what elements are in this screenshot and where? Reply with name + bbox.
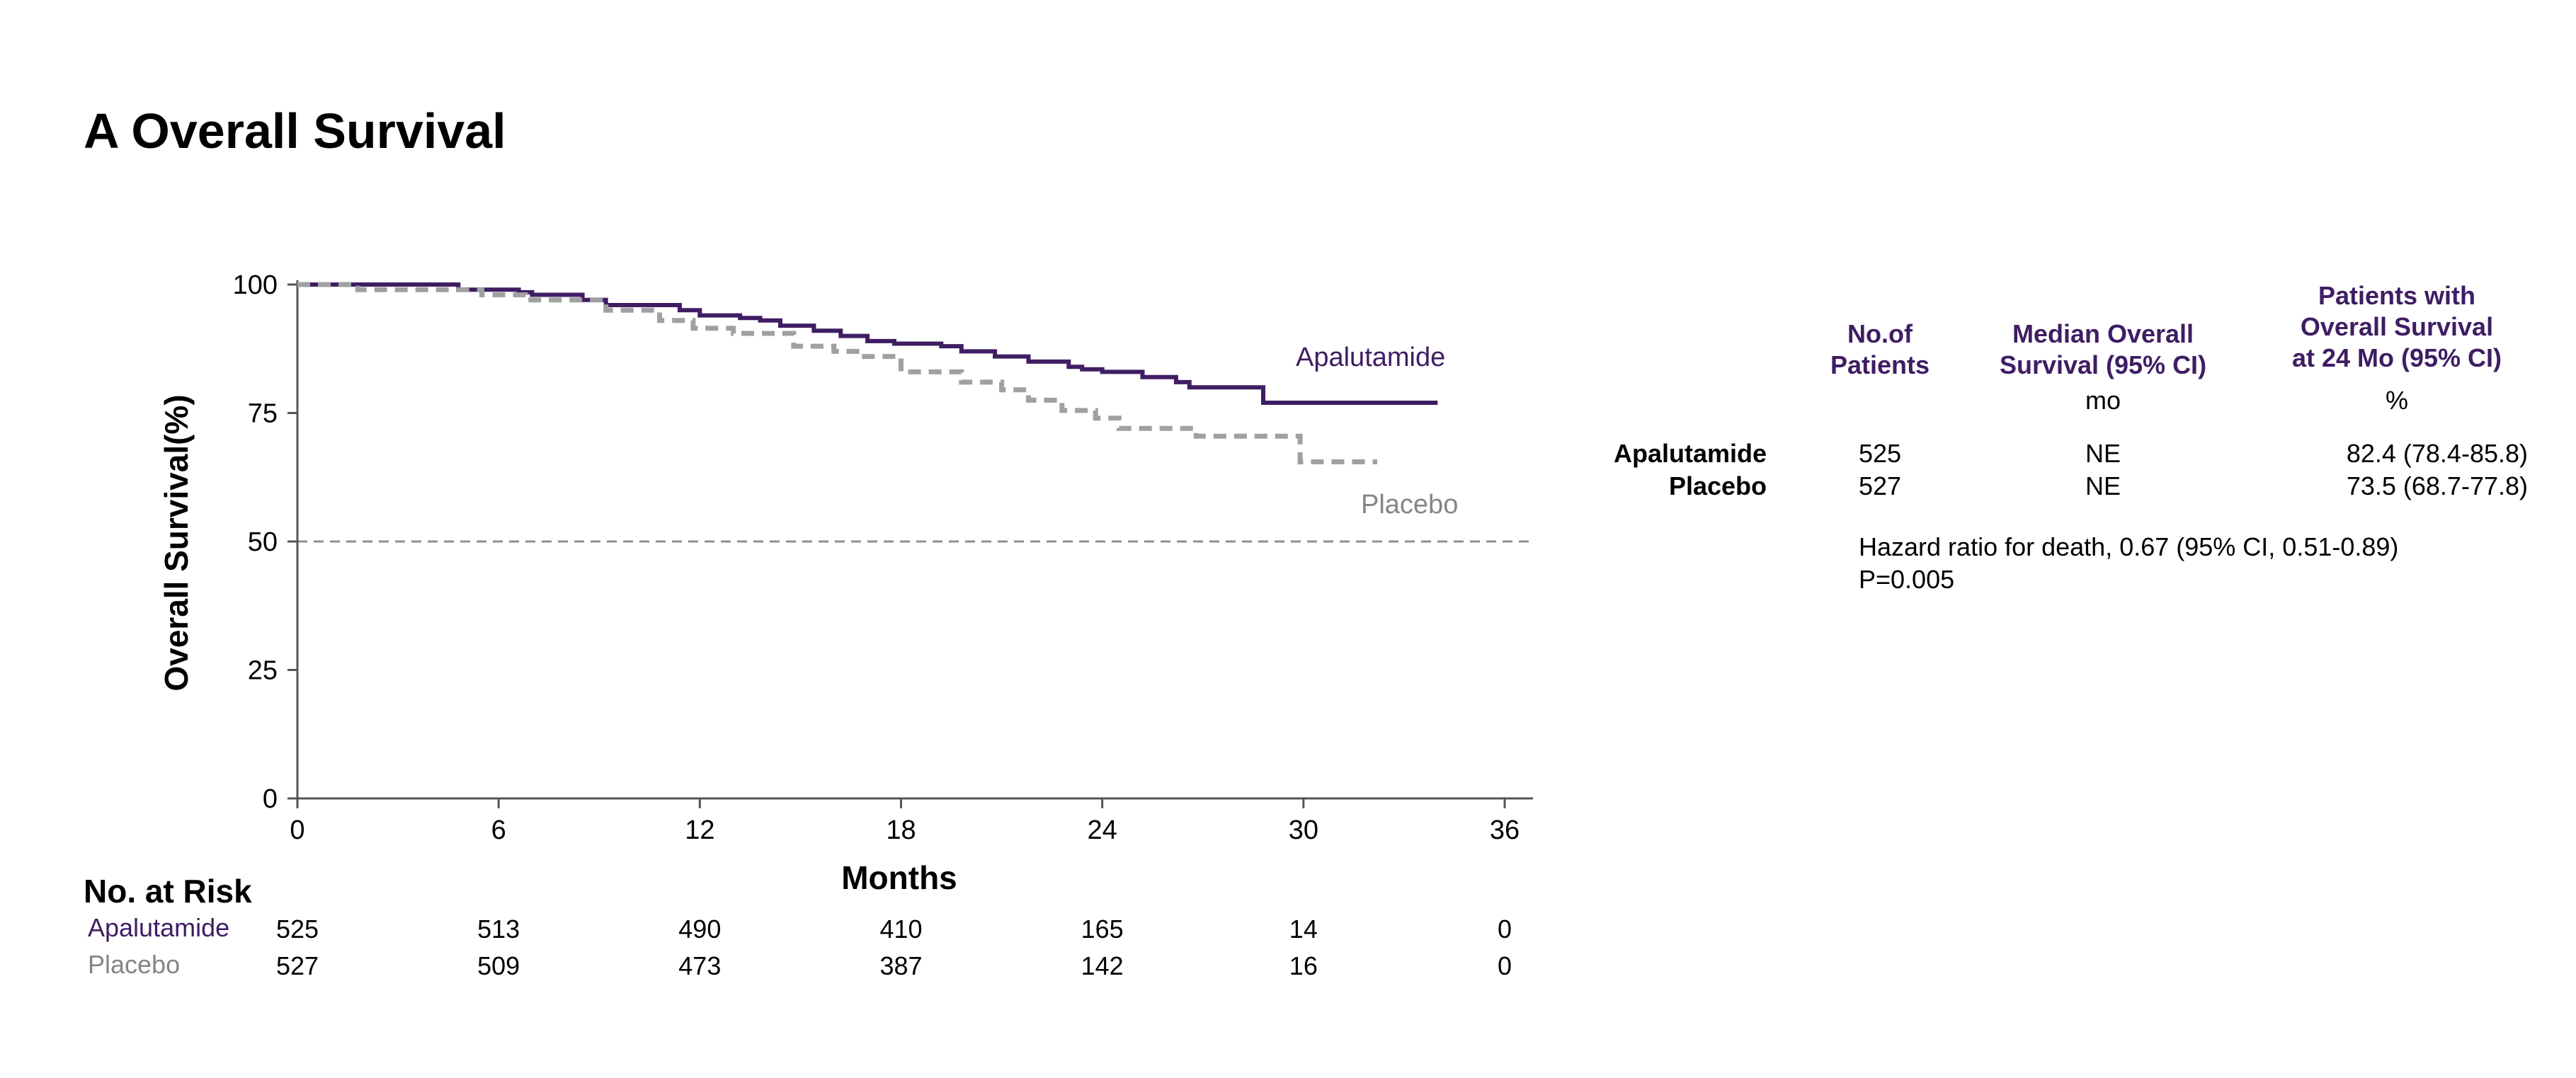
- cell-patients: 525: [1858, 439, 1902, 468]
- at-risk-value: 527: [275, 951, 319, 980]
- at-risk-value: 513: [477, 914, 520, 944]
- at-risk-label-placebo: Placebo: [88, 950, 181, 979]
- x-tick-label: 24: [1088, 815, 1117, 845]
- cell-os24: 82.4 (78.4-85.8): [2346, 439, 2528, 468]
- header-os24: Patients with Overall Survival at 24 Mo …: [2262, 280, 2531, 374]
- header-patients-line: Patients: [1830, 350, 1930, 379]
- x-axis-title: Months: [841, 859, 957, 896]
- y-tick-label: 100: [233, 270, 278, 300]
- at-risk-value: 410: [879, 914, 923, 944]
- at-risk-value: 165: [1081, 914, 1124, 944]
- hazard-ratio-note: Hazard ratio for death, 0.67 (95% CI, 0.…: [1859, 532, 2399, 561]
- unit-os24: %: [2385, 386, 2408, 415]
- at-risk-value: 16: [1289, 951, 1318, 980]
- y-tick-label: 0: [263, 784, 278, 814]
- cell-median: NE: [2085, 471, 2121, 500]
- p-value-note: P=0.005: [1859, 565, 1955, 594]
- row-label-placebo: Placebo: [1668, 471, 1767, 500]
- at-risk-value: 473: [678, 951, 722, 980]
- y-axis-title: Overall Survival(%): [158, 394, 195, 691]
- header-patients: No.of Patients: [1799, 319, 1961, 381]
- series-line-placebo: [297, 282, 1377, 464]
- x-tick-label: 18: [886, 815, 916, 845]
- series-layer: [297, 282, 1438, 464]
- header-median: Median Overall Survival (95% CI): [1968, 319, 2238, 381]
- axes-layer: 0 25 50 75 100 0 6 12 18 24 30 36: [233, 270, 1533, 845]
- at-risk-value: 387: [879, 951, 923, 980]
- unit-median: mo: [2085, 386, 2121, 415]
- cell-os24: 73.5 (68.7-77.8): [2346, 471, 2528, 500]
- header-median-line: Survival (95% CI): [1999, 350, 2207, 379]
- x-tick-label: 0: [290, 815, 304, 845]
- y-tick-label: 75: [248, 399, 278, 429]
- cell-patients: 527: [1858, 471, 1902, 500]
- header-os24-line: Overall Survival: [2300, 312, 2494, 341]
- header-patients-line: No.of: [1847, 319, 1913, 348]
- chart-title: A Overall Survival: [84, 103, 506, 159]
- x-tick-label: 30: [1289, 815, 1318, 845]
- series-label-apalutamide: Apalutamide: [1296, 343, 1445, 372]
- at-risk-value: 14: [1289, 914, 1318, 944]
- header-median-line: Median Overall: [2012, 319, 2194, 348]
- cell-median: NE: [2085, 439, 2121, 468]
- series-line-apalutamide: [297, 282, 1438, 405]
- at-risk-value: 525: [275, 914, 319, 944]
- at-risk-value: 490: [678, 914, 722, 944]
- at-risk-title: No. at Risk: [84, 873, 252, 910]
- series-label-placebo: Placebo: [1361, 490, 1458, 520]
- row-label-apalutamide: Apalutamide: [1613, 439, 1767, 468]
- y-tick-label: 25: [248, 656, 278, 686]
- header-os24-line: at 24 Mo (95% CI): [2291, 343, 2502, 372]
- x-tick-label: 6: [491, 815, 506, 845]
- at-risk-value: 509: [477, 951, 520, 980]
- at-risk-label-apalutamide: Apalutamide: [88, 913, 230, 942]
- header-os24-line: Patients with: [2318, 281, 2476, 310]
- y-tick-label: 50: [248, 527, 278, 557]
- x-tick-label: 12: [685, 815, 714, 845]
- at-risk-value: 0: [1497, 914, 1512, 944]
- at-risk-value: 142: [1081, 951, 1124, 980]
- at-risk-value: 0: [1497, 951, 1512, 980]
- x-tick-label: 36: [1490, 815, 1520, 845]
